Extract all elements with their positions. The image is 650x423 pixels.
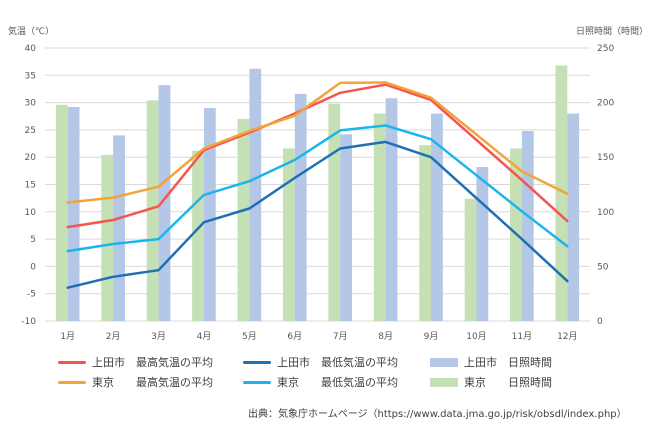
legend-item: 上田市 日照時間 — [430, 354, 552, 370]
y-left-tick-label: 10 — [25, 208, 37, 218]
legend-label: 東京 最高気温の平均 — [92, 376, 213, 389]
series-line — [66, 124, 569, 253]
x-tick-label: 10月 — [466, 331, 486, 342]
bar — [340, 134, 353, 321]
bar — [419, 145, 432, 321]
y-right-tick-label: 0 — [597, 317, 603, 327]
y-right-tick-label: 100 — [597, 208, 614, 218]
y-left-axis-title: 気温（℃） — [8, 25, 54, 37]
y-left-tick-label: 5 — [30, 235, 36, 245]
bar — [373, 113, 386, 322]
y-left-tick-label: 20 — [25, 153, 37, 163]
bar — [328, 103, 341, 321]
legend-swatch — [58, 360, 86, 364]
bar — [192, 150, 204, 321]
x-tick-label: 5月 — [242, 331, 257, 342]
chart-area: -10 -5 0 5 10 15 20 25 30 35 40 0 50 100 150 200 250 1月… — [8, 25, 648, 342]
legend-label: 東京 最低気温の平均 — [277, 376, 398, 389]
bar — [158, 85, 171, 322]
y-left-tick-label: -10 — [21, 317, 36, 327]
bar — [521, 130, 534, 321]
bar — [431, 113, 443, 322]
x-tick-label: 7月 — [333, 331, 348, 342]
legend-label: 上田市 日照時間 — [464, 356, 552, 369]
y-right-axis-title: 日照時間（時間） — [576, 26, 648, 37]
legend-item: 上田市 最低気温の平均 — [243, 354, 398, 370]
bar — [67, 106, 80, 321]
y-right-tick-label: 250 — [597, 44, 614, 54]
bar — [282, 148, 295, 321]
bar — [476, 167, 489, 321]
bar — [555, 65, 568, 321]
y-right-tick-label: 200 — [597, 99, 614, 109]
legend-item: 東京 最低気温の平均 — [243, 374, 398, 390]
legend-swatch — [243, 360, 271, 364]
legend-swatch — [430, 357, 458, 367]
legend-item: 上田市 最高気温の平均 — [58, 354, 213, 370]
y-left-tick-label: 0 — [30, 262, 36, 272]
y-left-tick-label: 35 — [25, 71, 36, 81]
series-line — [66, 140, 569, 289]
bar-series — [55, 65, 580, 322]
legend-item: 東京 日照時間 — [430, 374, 552, 390]
gridlines — [45, 47, 590, 322]
series-line — [66, 81, 569, 204]
y-left-tick-label: 15 — [25, 181, 36, 191]
y-right-tick-label: 50 — [597, 262, 609, 272]
x-tick-label: 3月 — [151, 331, 166, 342]
x-tick-label: 6月 — [287, 331, 302, 342]
legend-item: 東京 最高気温の平均 — [58, 374, 213, 390]
legend-label: 上田市 最高気温の平均 — [92, 356, 213, 369]
legend: 上田市 最高気温の平均 上田市 最低気温の平均 上田市 日照時間東京 最高気温の平均… — [58, 352, 598, 392]
bar — [385, 98, 398, 322]
bar — [237, 118, 250, 321]
bar — [464, 198, 477, 321]
line-series — [66, 81, 569, 289]
legend-swatch — [58, 380, 86, 384]
legend-label: 上田市 最低気温の平均 — [277, 356, 398, 369]
x-tick-label: 1月 — [60, 331, 75, 342]
y-left-tick-label: 40 — [25, 44, 37, 54]
bar — [567, 113, 580, 322]
x-tick-label: 4月 — [197, 331, 212, 342]
y-left-tick-label: -5 — [27, 290, 36, 300]
series-line — [66, 83, 569, 229]
y-right-tick-label: 150 — [597, 153, 614, 163]
x-tick-label: 8月 — [378, 331, 393, 342]
legend-swatch — [430, 377, 458, 387]
legend-swatch — [243, 380, 271, 384]
x-tick-label: 2月 — [106, 331, 121, 342]
y-right-tick-labels: 0 50 100 150 200 250 — [597, 44, 614, 327]
y-left-tick-label: 25 — [25, 126, 36, 136]
bar — [146, 100, 159, 321]
bar — [101, 155, 114, 321]
source-note: 出典：気象庁ホームページ（https://www.data.jma.go.jp/… — [248, 409, 627, 420]
bar — [294, 93, 307, 321]
x-tick-label: 12月 — [557, 331, 577, 342]
x-tick-label: 9月 — [424, 331, 439, 342]
y-left-tick-label: 30 — [25, 99, 37, 109]
bar — [203, 108, 216, 321]
x-tick-labels: 1月 2月 3月 4月 5月 6月 7月 8月 9月 10月 11月 12月 — [60, 331, 577, 342]
bar — [55, 104, 68, 321]
bar — [249, 68, 262, 321]
bar — [113, 135, 125, 321]
y-left-tick-labels: -10 -5 0 5 10 15 20 25 30 35 40 — [21, 44, 36, 327]
x-tick-label: 11月 — [512, 331, 532, 342]
legend-label: 東京 日照時間 — [464, 376, 552, 389]
